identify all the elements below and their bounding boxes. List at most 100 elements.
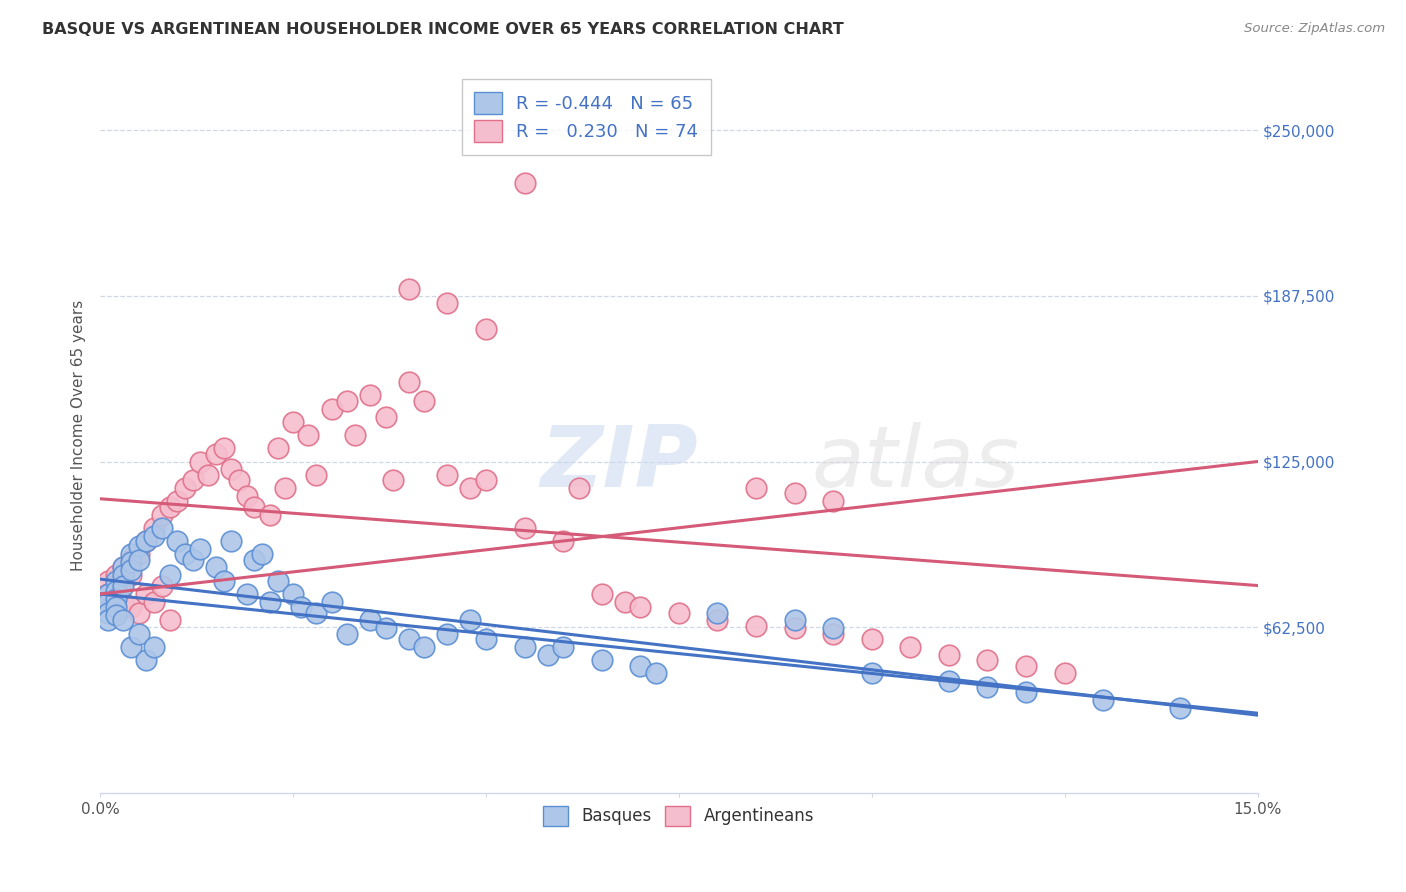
Point <box>181 473 204 487</box>
Point <box>644 666 666 681</box>
Point <box>860 632 883 646</box>
Point <box>205 560 228 574</box>
Point <box>413 640 436 654</box>
Point <box>706 606 728 620</box>
Point <box>159 500 181 514</box>
Point <box>259 595 281 609</box>
Point <box>460 614 482 628</box>
Point <box>460 481 482 495</box>
Point <box>120 547 142 561</box>
Point <box>135 653 157 667</box>
Point <box>823 626 845 640</box>
Point <box>104 579 127 593</box>
Point <box>823 622 845 636</box>
Point <box>613 595 636 609</box>
Point <box>228 473 250 487</box>
Point <box>537 648 560 662</box>
Point <box>398 632 420 646</box>
Point <box>305 606 328 620</box>
Point <box>190 541 212 556</box>
Point <box>413 393 436 408</box>
Point <box>128 552 150 566</box>
Point <box>281 587 304 601</box>
Point <box>212 442 235 456</box>
Point <box>475 632 498 646</box>
Point <box>112 568 135 582</box>
Point <box>104 568 127 582</box>
Point <box>374 622 396 636</box>
Point <box>135 534 157 549</box>
Point <box>120 555 142 569</box>
Point <box>475 473 498 487</box>
Text: Source: ZipAtlas.com: Source: ZipAtlas.com <box>1244 22 1385 36</box>
Point <box>128 606 150 620</box>
Point <box>104 600 127 615</box>
Point <box>551 640 574 654</box>
Point <box>374 409 396 424</box>
Point <box>174 481 197 495</box>
Point <box>112 595 135 609</box>
Point <box>976 653 998 667</box>
Point <box>513 521 536 535</box>
Point <box>97 614 120 628</box>
Point <box>235 587 257 601</box>
Point <box>212 574 235 588</box>
Point <box>159 614 181 628</box>
Point <box>143 529 166 543</box>
Point <box>112 574 135 588</box>
Point <box>120 552 142 566</box>
Point <box>513 640 536 654</box>
Point <box>221 462 243 476</box>
Point <box>120 600 142 615</box>
Point <box>783 622 806 636</box>
Point <box>150 579 173 593</box>
Point <box>436 467 458 482</box>
Point <box>359 614 381 628</box>
Legend: Basques, Argentineans: Basques, Argentineans <box>536 797 823 834</box>
Point <box>112 560 135 574</box>
Point <box>281 415 304 429</box>
Point <box>321 401 343 416</box>
Point <box>104 574 127 588</box>
Point <box>1092 693 1115 707</box>
Point <box>205 447 228 461</box>
Point <box>745 619 768 633</box>
Text: BASQUE VS ARGENTINEAN HOUSEHOLDER INCOME OVER 65 YEARS CORRELATION CHART: BASQUE VS ARGENTINEAN HOUSEHOLDER INCOME… <box>42 22 844 37</box>
Point <box>591 587 613 601</box>
Point <box>135 534 157 549</box>
Point <box>97 600 120 615</box>
Point <box>321 595 343 609</box>
Point <box>104 608 127 623</box>
Point <box>706 614 728 628</box>
Point <box>976 680 998 694</box>
Point <box>398 282 420 296</box>
Point <box>112 579 135 593</box>
Point <box>551 534 574 549</box>
Point <box>305 467 328 482</box>
Point <box>250 547 273 561</box>
Point <box>436 295 458 310</box>
Point <box>745 481 768 495</box>
Point <box>591 653 613 667</box>
Point <box>120 640 142 654</box>
Point <box>128 539 150 553</box>
Point <box>1053 666 1076 681</box>
Point <box>290 600 312 615</box>
Point <box>174 547 197 561</box>
Point <box>668 606 690 620</box>
Point <box>104 592 127 607</box>
Point <box>120 563 142 577</box>
Point <box>382 473 405 487</box>
Point <box>860 666 883 681</box>
Point <box>266 574 288 588</box>
Point <box>938 674 960 689</box>
Point <box>181 552 204 566</box>
Point <box>898 640 921 654</box>
Point <box>297 428 319 442</box>
Point <box>1170 701 1192 715</box>
Point <box>628 658 651 673</box>
Point <box>567 481 589 495</box>
Point <box>221 534 243 549</box>
Point <box>197 467 219 482</box>
Point <box>243 552 266 566</box>
